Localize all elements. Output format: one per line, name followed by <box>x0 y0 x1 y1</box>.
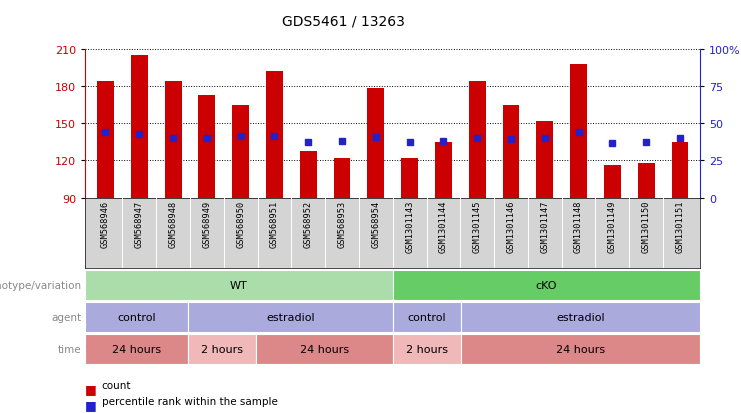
Text: GSM1301145: GSM1301145 <box>473 200 482 253</box>
Text: control: control <box>117 312 156 322</box>
Text: GSM1301146: GSM1301146 <box>507 200 516 253</box>
Text: percentile rank within the sample: percentile rank within the sample <box>102 396 277 406</box>
Text: estradiol: estradiol <box>266 312 314 322</box>
Text: cKO: cKO <box>536 280 557 290</box>
Text: GSM1301144: GSM1301144 <box>439 200 448 253</box>
Text: ▶: ▶ <box>89 344 96 354</box>
Text: GSM1301148: GSM1301148 <box>574 200 583 253</box>
Text: GSM1301143: GSM1301143 <box>405 200 414 253</box>
Text: GDS5461 / 13263: GDS5461 / 13263 <box>282 14 405 28</box>
Text: GSM568946: GSM568946 <box>101 200 110 247</box>
Bar <box>469 82 485 198</box>
Text: estradiol: estradiol <box>556 312 605 322</box>
Text: WT: WT <box>230 280 247 290</box>
Text: ▶: ▶ <box>89 280 96 290</box>
Bar <box>232 105 249 198</box>
Text: GSM568951: GSM568951 <box>270 200 279 247</box>
Text: 2 hours: 2 hours <box>406 344 448 354</box>
Text: count: count <box>102 380 131 390</box>
Bar <box>604 166 621 198</box>
Bar <box>536 121 554 198</box>
Text: agent: agent <box>51 312 82 322</box>
Text: genotype/variation: genotype/variation <box>0 280 82 290</box>
Bar <box>570 64 587 198</box>
Bar <box>401 159 418 198</box>
Text: 24 hours: 24 hours <box>300 344 349 354</box>
Text: GSM568950: GSM568950 <box>236 200 245 247</box>
Text: GSM1301149: GSM1301149 <box>608 200 617 253</box>
Bar <box>131 56 147 198</box>
Bar <box>199 95 216 198</box>
Text: GSM568952: GSM568952 <box>304 200 313 247</box>
Bar <box>266 72 283 198</box>
Bar <box>368 89 385 198</box>
Bar <box>165 82 182 198</box>
Bar <box>435 142 452 198</box>
Text: GSM568953: GSM568953 <box>338 200 347 247</box>
Text: 2 hours: 2 hours <box>201 344 243 354</box>
Text: control: control <box>408 312 446 322</box>
Text: 24 hours: 24 hours <box>112 344 161 354</box>
Text: ■: ■ <box>85 382 97 395</box>
Text: GSM1301150: GSM1301150 <box>642 200 651 253</box>
Bar <box>502 105 519 198</box>
Bar <box>671 142 688 198</box>
Text: time: time <box>58 344 82 354</box>
Text: ■: ■ <box>85 398 97 411</box>
Bar <box>638 164 654 198</box>
Text: GSM568949: GSM568949 <box>202 200 211 247</box>
Text: ▶: ▶ <box>89 312 96 322</box>
Text: GSM1301147: GSM1301147 <box>540 200 549 253</box>
Text: GSM568947: GSM568947 <box>135 200 144 247</box>
Bar <box>300 151 316 198</box>
Text: GSM1301151: GSM1301151 <box>676 200 685 253</box>
Text: 24 hours: 24 hours <box>556 344 605 354</box>
Bar <box>333 159 350 198</box>
Text: GSM568954: GSM568954 <box>371 200 380 247</box>
Bar <box>97 82 114 198</box>
Text: GSM568948: GSM568948 <box>168 200 178 247</box>
